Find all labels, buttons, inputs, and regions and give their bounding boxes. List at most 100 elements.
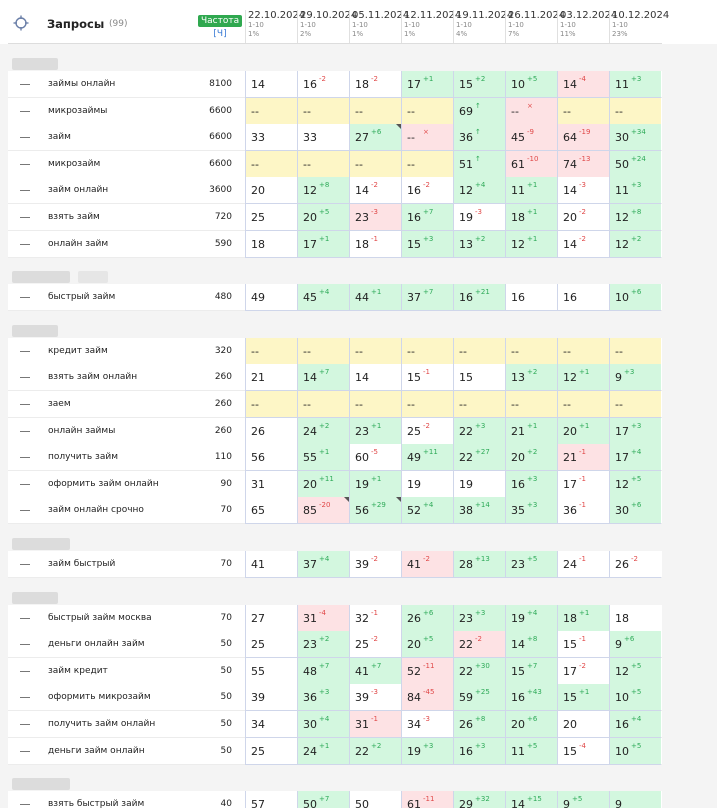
position-cell[interactable]: 11 +3 bbox=[609, 177, 661, 205]
position-cell[interactable]: 19 +4 bbox=[505, 604, 557, 632]
row-keyword[interactable]: заем bbox=[48, 399, 71, 409]
position-cell[interactable]: 22 +27 bbox=[453, 444, 505, 472]
position-cell[interactable]: 20 bbox=[245, 177, 297, 205]
position-cell[interactable]: 20 +5 bbox=[401, 631, 453, 659]
position-cell[interactable]: 41 -2 bbox=[401, 551, 453, 578]
position-cell[interactable]: 20 bbox=[557, 711, 609, 738]
position-cell[interactable]: 52 +4 bbox=[401, 497, 453, 525]
position-cell[interactable]: 17 +3 bbox=[609, 417, 661, 445]
row-keyword[interactable]: займ кредит bbox=[48, 665, 108, 676]
position-cell[interactable]: 16 -2 bbox=[401, 177, 453, 205]
position-cell[interactable]: 84 -45 bbox=[401, 684, 453, 712]
row-keyword[interactable]: займ bbox=[48, 132, 71, 143]
position-cell[interactable]: 19 bbox=[401, 470, 453, 498]
row-collapse-icon[interactable] bbox=[20, 84, 30, 85]
position-cell[interactable]: -- bbox=[505, 337, 557, 365]
row-keyword[interactable]: взять быстрый займ bbox=[48, 799, 145, 808]
position-cell[interactable]: 30 +6 bbox=[609, 497, 661, 525]
date-column-header[interactable]: 29.10.2024 1-10 2% bbox=[297, 10, 358, 44]
position-cell[interactable]: 36 -1 bbox=[557, 497, 609, 525]
position-cell[interactable]: 65 bbox=[245, 497, 297, 525]
row-collapse-icon[interactable] bbox=[20, 804, 30, 806]
position-cell[interactable]: 11 +3 bbox=[609, 71, 661, 98]
position-cell[interactable]: 32 -1 bbox=[349, 604, 401, 632]
position-cell[interactable]: 50 bbox=[349, 791, 401, 808]
position-cell[interactable]: 36 +3 bbox=[297, 684, 349, 712]
column-date[interactable]: 10.12.2024 bbox=[612, 10, 670, 21]
row-collapse-icon[interactable] bbox=[20, 644, 30, 646]
row-keyword[interactable]: быстрый займ москва bbox=[48, 612, 152, 623]
position-cell[interactable]: -- bbox=[401, 337, 453, 365]
position-cell[interactable]: 25 bbox=[245, 204, 297, 231]
position-cell[interactable]: 17 +1 bbox=[401, 71, 453, 98]
position-cell[interactable]: 36 ↑ bbox=[453, 124, 505, 152]
position-cell[interactable]: 25 -2 bbox=[401, 417, 453, 445]
group-label-placeholder[interactable] bbox=[12, 324, 58, 337]
position-cell[interactable]: 57 bbox=[245, 791, 297, 808]
position-cell[interactable]: 16 +43 bbox=[505, 684, 557, 712]
position-cell[interactable]: -- bbox=[401, 150, 453, 178]
position-cell[interactable]: 34 bbox=[245, 711, 297, 738]
position-cell[interactable]: -- bbox=[401, 391, 453, 418]
row-collapse-icon[interactable] bbox=[20, 617, 30, 619]
position-cell[interactable]: 56 +29 bbox=[349, 497, 401, 525]
position-cell[interactable]: 16 +21 bbox=[453, 284, 505, 312]
position-cell[interactable]: 31 bbox=[245, 470, 297, 498]
position-cell[interactable]: -- bbox=[453, 337, 505, 365]
date-column-header[interactable]: 22.10.2024 1-10 1% bbox=[245, 10, 305, 44]
row-collapse-icon[interactable] bbox=[20, 297, 30, 299]
column-date[interactable]: 29.10.2024 bbox=[300, 10, 358, 21]
position-cell[interactable]: 39 -3 bbox=[349, 684, 401, 712]
row-collapse-icon[interactable] bbox=[20, 243, 30, 245]
group-label-placeholder[interactable] bbox=[12, 538, 70, 550]
row-keyword[interactable]: оформить микрозайм bbox=[48, 692, 151, 703]
position-cell[interactable]: 33 bbox=[297, 124, 349, 152]
row-keyword[interactable]: микрозаймы bbox=[48, 105, 108, 116]
position-cell[interactable]: 56 bbox=[245, 444, 297, 472]
position-cell[interactable]: 41 bbox=[245, 551, 297, 578]
table-row[interactable]: займ онлайн срочно 70 65 85 -20 56 +29 52 +4 38 +1… bbox=[8, 497, 662, 525]
crosshair-icon[interactable] bbox=[13, 15, 29, 31]
column-date[interactable]: 05.11.2024 bbox=[352, 10, 410, 21]
position-cell[interactable]: 69 ↑ bbox=[453, 97, 505, 125]
position-cell[interactable]: 12 +5 bbox=[609, 470, 661, 498]
position-cell[interactable]: 49 bbox=[245, 284, 297, 312]
position-cell[interactable]: -- bbox=[297, 337, 349, 365]
position-cell[interactable]: 17 +1 bbox=[297, 230, 349, 258]
position-cell[interactable]: 20 +11 bbox=[297, 470, 349, 498]
position-cell[interactable]: 60 -5 bbox=[349, 444, 401, 472]
table-row[interactable]: займ кредит 50 55 48 +7 41 +7 52 -11 22 +30 15 +7 17-… bbox=[8, 657, 662, 685]
position-cell[interactable]: 19 +3 bbox=[401, 737, 453, 765]
position-cell[interactable]: 16 bbox=[557, 284, 609, 312]
frequency-type[interactable]: [Ч] bbox=[213, 29, 227, 39]
date-column-header[interactable]: 12.11.2024 1-10 1% bbox=[401, 10, 461, 44]
table-row[interactable]: займ быстрый 70 41 37 +4 39 -2 41 -2 28 +13 23 +5 24-… bbox=[8, 551, 662, 578]
table-row[interactable]: взять займ 720 25 20 +5 23 -3 16 +7 19 -3 18 +1 20 -2 1… bbox=[8, 204, 662, 231]
table-row[interactable]: оформить займ онлайн 90 31 20 +11 19 +1 19 19 16 +… bbox=[8, 470, 662, 498]
position-cell[interactable]: 21 bbox=[245, 364, 297, 392]
position-cell[interactable]: 18 bbox=[609, 604, 661, 632]
position-cell[interactable]: 12 +1 bbox=[557, 364, 609, 392]
position-cell[interactable]: 45 +4 bbox=[297, 284, 349, 312]
position-cell[interactable]: 14 bbox=[245, 71, 297, 98]
position-cell[interactable]: 16 bbox=[505, 284, 557, 312]
row-keyword[interactable]: взять займ онлайн bbox=[48, 372, 138, 383]
row-collapse-icon[interactable] bbox=[20, 190, 30, 192]
position-cell[interactable]: 17 -2 bbox=[557, 657, 609, 685]
position-cell[interactable]: 13 +2 bbox=[505, 364, 557, 392]
position-cell[interactable]: 14 +8 bbox=[505, 631, 557, 659]
row-keyword[interactable]: займ онлайн срочно bbox=[48, 505, 144, 516]
row-keyword[interactable]: онлайн займ bbox=[48, 238, 109, 249]
position-cell[interactable]: 61 -10 bbox=[505, 150, 557, 178]
position-cell[interactable]: 15 +3 bbox=[401, 230, 453, 258]
position-cell[interactable]: 15 +1 bbox=[557, 684, 609, 712]
position-cell[interactable]: 24 +2 bbox=[297, 417, 349, 445]
position-cell[interactable]: 22 -2 bbox=[453, 631, 505, 659]
row-keyword[interactable]: деньги онлайн займ bbox=[48, 639, 145, 650]
position-cell[interactable]: 18 +1 bbox=[557, 604, 609, 632]
position-cell[interactable]: 20 +6 bbox=[505, 711, 557, 738]
position-cell[interactable]: 18 +1 bbox=[505, 204, 557, 231]
position-cell[interactable]: 27 bbox=[245, 604, 297, 632]
position-cell[interactable]: 15 -4 bbox=[557, 737, 609, 765]
position-cell[interactable]: 9 bbox=[609, 791, 661, 808]
